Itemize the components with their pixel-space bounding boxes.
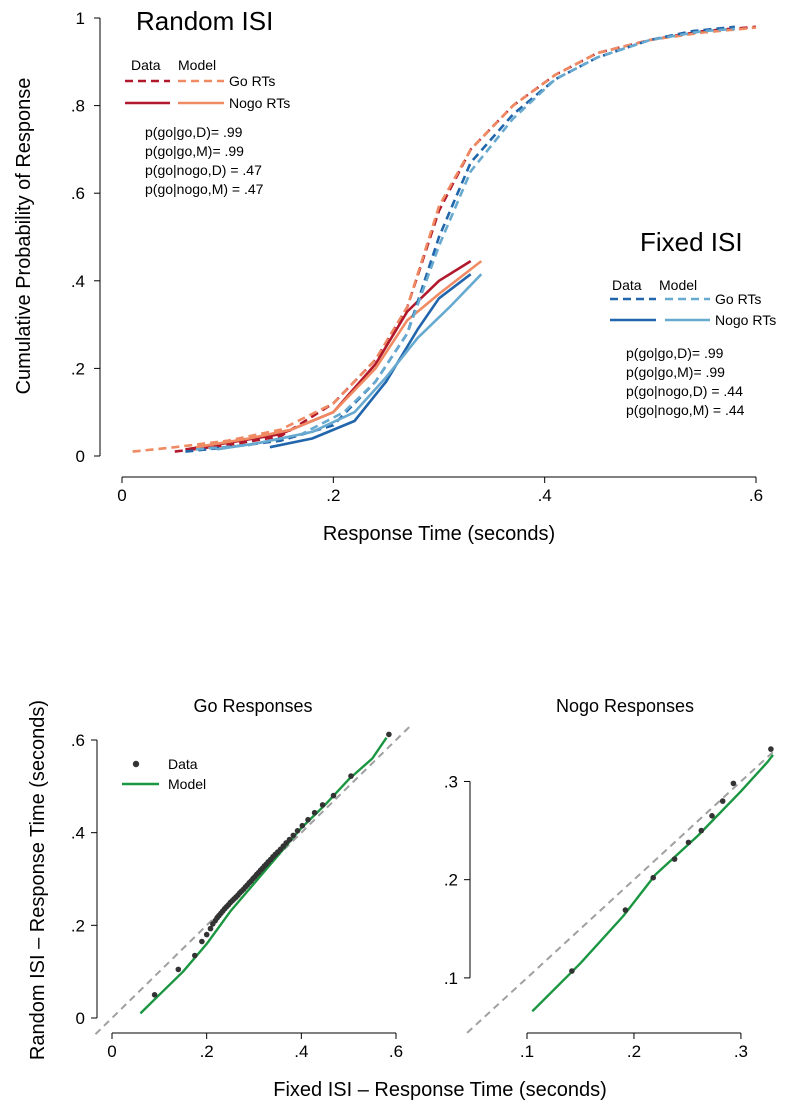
legend-header-model: Model	[178, 57, 216, 73]
data-point	[650, 874, 656, 881]
legend-label-nogo: Nogo RTs	[229, 95, 290, 111]
data-point	[330, 792, 337, 799]
data-point	[730, 780, 737, 787]
data-point	[348, 773, 354, 779]
y-tick-label: .2	[444, 871, 458, 890]
data-point	[199, 938, 205, 945]
y-tick-label: .4	[71, 824, 85, 843]
legend-stat-random: p(go|go,D)= .99	[145, 124, 243, 140]
y-tick-label: .2	[71, 916, 85, 935]
cdf-plot: 0 .2 .4 .6 .8 1 0 .2 .4 .6 Response Time (seconds)…	[13, 6, 776, 545]
y-tick-label: .4	[71, 272, 85, 291]
qq-x-axis-label: Fixed ISI – Response Time (seconds)	[273, 1079, 606, 1101]
legend-stat-fixed: p(go|go,D)= .99	[626, 345, 724, 361]
data-point	[719, 798, 726, 804]
data-point	[207, 925, 214, 932]
x-tick-label: .6	[749, 486, 763, 505]
y-tick-label: .6	[71, 731, 85, 750]
legend-marker-data	[132, 760, 140, 768]
x-tick-label: .4	[538, 486, 552, 505]
cdf-curve-fixed-data-nogo	[269, 273, 472, 449]
data-point	[151, 992, 158, 998]
data-point	[175, 966, 182, 973]
legend-label-go: Go RTs	[229, 73, 275, 89]
legend-label-nogo: Nogo RTs	[715, 312, 776, 328]
x-tick-label: 0	[117, 486, 126, 505]
y-tick-label: .3	[444, 772, 458, 791]
data-point	[386, 731, 392, 738]
data-point	[622, 907, 629, 913]
legend-stat-fixed: p(go|go,M)= .99	[626, 364, 725, 380]
cdf-curve-random-model-go	[132, 26, 757, 453]
x-tick-label: .2	[200, 1042, 214, 1061]
legend-label-go: Go RTs	[715, 291, 761, 307]
legend-header-data: Data	[131, 57, 161, 73]
cdf-curve-random-model-nogo	[195, 260, 483, 449]
data-point	[768, 746, 774, 752]
panel-title: Nogo Responses	[556, 696, 694, 716]
data-point	[709, 813, 715, 819]
data-point	[685, 839, 692, 846]
data-point	[311, 809, 318, 816]
x-axis-label: Response Time (seconds)	[323, 523, 555, 545]
y-tick-label: .6	[71, 184, 85, 203]
y-tick-label: .1	[444, 969, 458, 988]
legend-title-random: Random ISI	[136, 6, 273, 36]
x-tick-label: .1	[520, 1042, 534, 1061]
data-point	[192, 952, 198, 959]
cdf-curve-fixed-model-nogo	[216, 273, 483, 451]
legend-header-data: Data	[612, 277, 642, 293]
x-tick-label: .3	[734, 1042, 748, 1061]
legend-stat-random: p(go|nogo,M) = .47	[145, 181, 264, 197]
legend-stat-random: p(go|go,M)= .99	[145, 143, 244, 159]
qq-go-plot: Go Responses 0 .2 .4 .6 0 .2 .4 .6 Data Model	[71, 696, 414, 1061]
data-point	[203, 931, 210, 938]
data-point	[698, 827, 705, 834]
y-axis-label: Cumulative Probability of Response	[13, 78, 35, 395]
y-tick-label: 0	[76, 1009, 85, 1028]
x-tick-label: .4	[294, 1042, 308, 1061]
x-tick-label: .2	[326, 486, 340, 505]
data-point	[569, 968, 575, 974]
legend-stat-random: p(go|nogo,D) = .47	[145, 162, 262, 178]
x-tick-label: .2	[627, 1042, 641, 1061]
legend-label-model: Model	[168, 776, 206, 792]
legend-stat-fixed: p(go|nogo,M) = .44	[626, 402, 745, 418]
y-tick-label: 1	[76, 9, 85, 28]
data-point	[290, 832, 297, 839]
data-point	[671, 856, 678, 862]
identity-line	[466, 751, 774, 1034]
qq-nogo-plot: Nogo Responses .1 .2 .3 .1 .2 .3	[444, 696, 774, 1061]
data-point	[305, 816, 311, 823]
legend-header-model: Model	[659, 277, 697, 293]
data-point	[319, 802, 326, 808]
data-point	[299, 822, 306, 829]
data-point	[294, 828, 301, 834]
qq-y-axis-label: Random ISI – Response Time (seconds)	[27, 700, 49, 1060]
x-tick-label: .6	[389, 1042, 403, 1061]
panel-title: Go Responses	[193, 696, 312, 716]
legend-title-fixed: Fixed ISI	[640, 227, 743, 257]
model-line	[531, 754, 774, 1013]
x-tick-label: 0	[107, 1042, 116, 1061]
y-tick-label: .2	[71, 359, 85, 378]
legend-stat-fixed: p(go|nogo,D) = .44	[626, 383, 743, 399]
legend-label-data: Data	[168, 756, 198, 772]
y-tick-label: .8	[71, 97, 85, 116]
y-tick-label: 0	[76, 447, 85, 466]
cdf-curve-fixed-data-go	[185, 25, 736, 453]
data-point	[286, 836, 293, 843]
